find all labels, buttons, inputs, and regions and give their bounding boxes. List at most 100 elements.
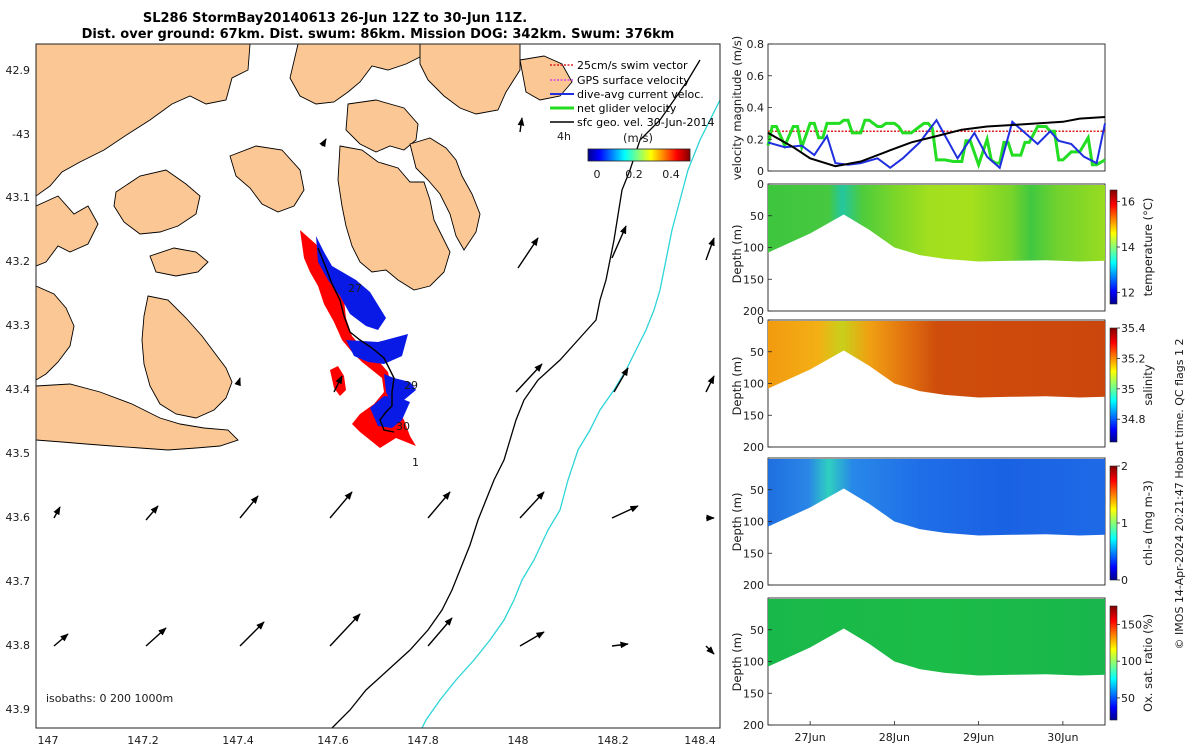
velocity-series-line bbox=[767, 118, 1106, 170]
velocity-y-label: velocity magnitude (m/s) bbox=[730, 36, 744, 181]
legend-label: GPS surface velocity bbox=[577, 74, 690, 87]
velocity-y-tick-label: 0.4 bbox=[747, 102, 765, 115]
colorbar-tick-label: 50 bbox=[1121, 692, 1135, 705]
depth-tick-label: 50 bbox=[750, 346, 764, 359]
colorbar-tick-label: 34.8 bbox=[1121, 413, 1146, 426]
oxygen-colorbar bbox=[1109, 605, 1118, 721]
depth-tick-label: 50 bbox=[750, 484, 764, 497]
date-x-ticks: 27Jun 28Jun 29Jun 30Jun bbox=[795, 721, 1078, 744]
colorbar-tick-label: 2 bbox=[1121, 460, 1128, 473]
oxygen-colorbar-label: Ox. sat. ratio (%) bbox=[1141, 614, 1155, 712]
map-x-tick-labels: 147 147.2 147.4 147.6 147.8 148 148.2 14… bbox=[38, 734, 716, 747]
map-x-tick: 147 bbox=[38, 734, 59, 747]
velocity-y-tick-label: 0.6 bbox=[747, 70, 765, 83]
legend-label: sfc geo. vel. 30-Jun-2014 bbox=[577, 116, 714, 129]
oxygen-section: 50 100 150 200 Depth (m) 50 100 150 Ox. sat. … bbox=[730, 597, 1155, 744]
date-tick-label: 30Jun bbox=[1047, 731, 1078, 744]
plot-title-line1: SL286 StormBay20140613 26-Jun 12Z to 30-… bbox=[143, 11, 527, 26]
map-x-tick: 147.8 bbox=[407, 734, 439, 747]
isobath-label: isobaths: 0 200 1000m bbox=[46, 692, 173, 705]
temperature-colorbar bbox=[1109, 189, 1118, 305]
temperature-y-ticks: 0 50 100 150 200 bbox=[743, 178, 772, 318]
oxygen-y-label: Depth (m) bbox=[730, 633, 744, 692]
colorbar-tick-label: 35.4 bbox=[1121, 322, 1146, 335]
velocity-y-tick-label: 0 bbox=[757, 165, 764, 178]
depth-tick-label: 50 bbox=[750, 210, 764, 223]
track-label-30: 30 bbox=[396, 420, 410, 433]
map-y-tick: -43 bbox=[12, 128, 30, 141]
chlorophyll-field bbox=[768, 459, 1105, 536]
colorbar-tick-label: 12 bbox=[1121, 287, 1135, 300]
legend-label: dive-avg current veloc. bbox=[577, 88, 704, 101]
sfc-geo-velocity-arrows bbox=[53, 117, 715, 655]
depth-tick-label: 150 bbox=[743, 273, 764, 286]
oxygen-field bbox=[768, 599, 1105, 676]
chlorophyll-y-label: Depth (m) bbox=[730, 493, 744, 552]
map-y-tick: 43.5 bbox=[6, 447, 31, 460]
date-tick-label: 29Jun bbox=[963, 731, 994, 744]
depth-tick-label: 100 bbox=[743, 516, 764, 529]
chlorophyll-colorbar-ticks: 0 1 2 bbox=[1117, 460, 1128, 587]
map-colorbar-tick: 0.4 bbox=[662, 168, 680, 181]
map-colorbar-unit: (m/s) bbox=[623, 131, 653, 145]
depth-tick-label: 200 bbox=[743, 719, 764, 732]
temperature-field bbox=[768, 185, 1105, 262]
salinity-y-ticks: 0 50 100 150 200 bbox=[743, 314, 772, 454]
time-corner-label: 4h bbox=[557, 130, 571, 143]
track-label-1: 1 bbox=[412, 456, 419, 469]
temperature-colorbar-ticks: 12 14 16 bbox=[1117, 195, 1135, 300]
colorbar-tick-label: 0 bbox=[1121, 574, 1128, 587]
velocity-series-line bbox=[767, 116, 1106, 168]
velocity-lines bbox=[766, 116, 1106, 170]
map-y-tick: 42.9 bbox=[6, 64, 31, 77]
map-y-tick: 43.1 bbox=[6, 191, 31, 204]
salinity-field bbox=[768, 321, 1105, 398]
depth-tick-label: 100 bbox=[743, 242, 764, 255]
chlorophyll-y-ticks: 50 100 150 200 bbox=[743, 484, 772, 592]
salinity-colorbar-label: salinity bbox=[1141, 364, 1155, 405]
depth-tick-label: 150 bbox=[743, 547, 764, 560]
depth-tick-label: 200 bbox=[743, 305, 764, 318]
map-y-tick-labels: 42.9 -43 43.1 43.2 43.3 43.4 43.5 43.6 4… bbox=[6, 64, 31, 716]
temperature-colorbar-label: temperature (°C) bbox=[1141, 198, 1155, 297]
temperature-y-label: Depth (m) bbox=[730, 225, 744, 284]
salinity-section: 0 50 100 150 200 Depth (m) 34.8 35 35.2 35.4 sa… bbox=[730, 314, 1155, 454]
chlorophyll-colorbar bbox=[1109, 465, 1118, 581]
map-panel: 27 29 30 1 bbox=[6, 43, 721, 747]
chlorophyll-section: 50 100 150 200 Depth (m) 0 1 2 chl-a (mg m-3) bbox=[730, 457, 1155, 592]
colorbar-tick-label: 100 bbox=[1121, 655, 1142, 668]
track-label-28: 29 bbox=[404, 379, 418, 392]
map-colorbar bbox=[587, 148, 691, 162]
colorbar-tick-label: 16 bbox=[1121, 195, 1135, 208]
date-tick-label: 28Jun bbox=[879, 731, 910, 744]
map-y-tick: 43.9 bbox=[6, 703, 31, 716]
land-masses bbox=[36, 44, 573, 451]
isobath-200m bbox=[331, 59, 701, 728]
colorbar-tick-label: 1 bbox=[1121, 517, 1128, 530]
oxygen-y-ticks: 50 100 150 200 bbox=[743, 624, 772, 732]
chlorophyll-colorbar-label: chl-a (mg m-3) bbox=[1141, 480, 1155, 565]
colorbar-tick-label: 150 bbox=[1121, 618, 1142, 631]
velocity-series-line bbox=[766, 118, 1106, 170]
map-x-tick: 148 bbox=[508, 734, 529, 747]
velocity-panel: 0 0.2 0.4 0.6 0.8 velocity magnitude (m/s) bbox=[730, 36, 1106, 181]
map-legend: 25cm/s swim vector GPS surface velocity … bbox=[550, 59, 714, 181]
depth-tick-label: 150 bbox=[743, 687, 764, 700]
map-x-tick: 147.2 bbox=[127, 734, 159, 747]
isobath-1000m bbox=[421, 99, 720, 728]
map-x-tick: 148.2 bbox=[597, 734, 629, 747]
legend-label: 25cm/s swim vector bbox=[577, 59, 688, 72]
map-y-tick: 43.7 bbox=[6, 575, 31, 588]
map-x-tick: 147.4 bbox=[222, 734, 254, 747]
depth-tick-label: 200 bbox=[743, 579, 764, 592]
plot-title-line2: Dist. over ground: 67km. Dist. swum: 86k… bbox=[82, 27, 675, 42]
velocity-y-ticks: 0 0.2 0.4 0.6 0.8 bbox=[747, 38, 772, 178]
colorbar-tick-label: 35.2 bbox=[1121, 352, 1146, 365]
salinity-colorbar-ticks: 34.8 35 35.2 35.4 bbox=[1117, 322, 1146, 426]
map-y-tick: 43.6 bbox=[6, 511, 31, 524]
depth-tick-label: 50 bbox=[750, 624, 764, 637]
map-colorbar-tick: 0.2 bbox=[625, 168, 643, 181]
depth-tick-label: 100 bbox=[743, 378, 764, 391]
copyright-note: © IMOS 14-Apr-2024 20:21:47 Hobart time.… bbox=[1173, 339, 1186, 650]
